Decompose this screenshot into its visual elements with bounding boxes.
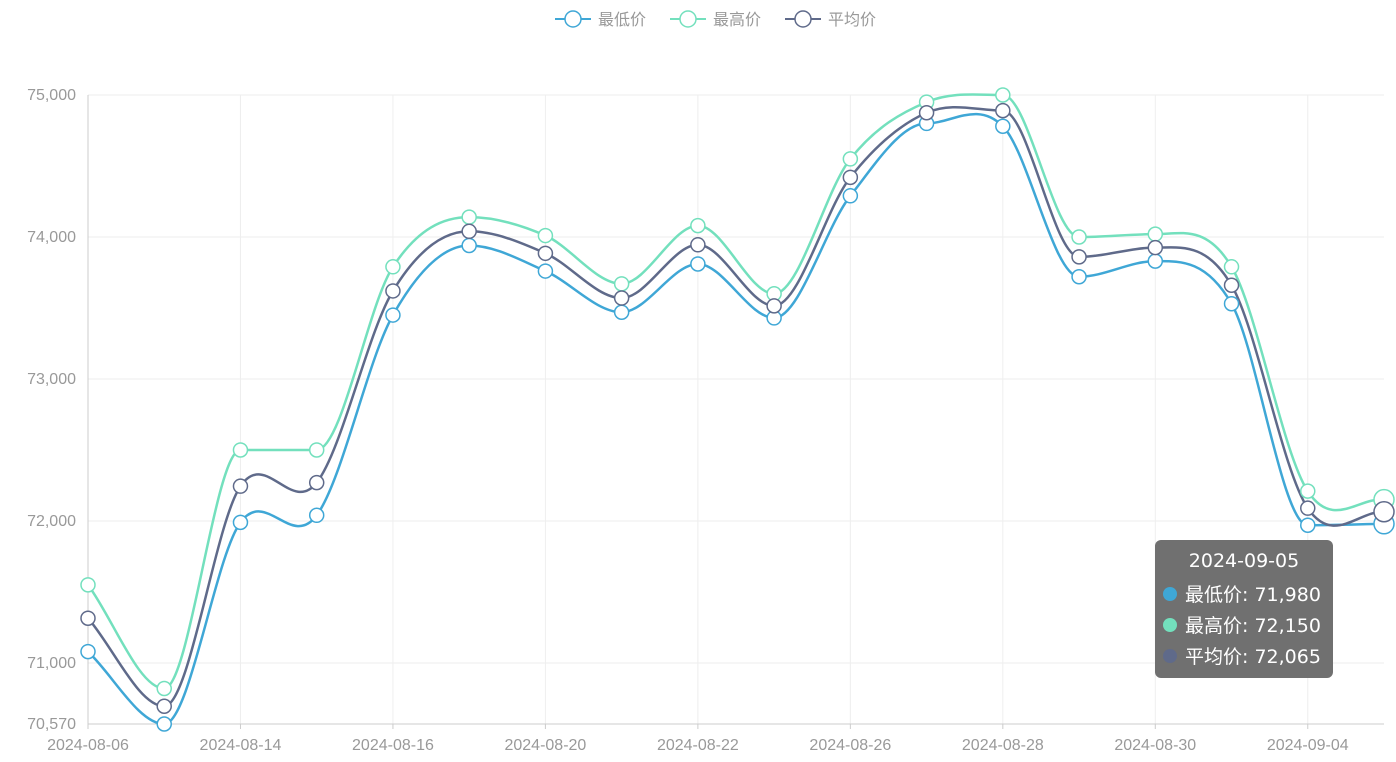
data-point-0-1[interactable] — [156, 716, 172, 732]
data-point-0-13[interactable] — [1071, 268, 1087, 285]
legend-marker — [679, 10, 697, 28]
y-tick-label: 72,000 — [27, 513, 76, 530]
data-point-2-12[interactable] — [995, 102, 1011, 119]
data-point-0-5[interactable] — [461, 237, 477, 254]
x-tick-label: 2024-08-28 — [962, 737, 1044, 754]
y-tick-label: 73,000 — [27, 371, 76, 388]
data-point-2-9[interactable] — [766, 298, 782, 314]
tooltip: 2024-09-05 最低价: 71,980 最高价: 72,150 平均价: … — [1155, 540, 1333, 678]
tooltip-label-min: 最低价: 71,980 — [1185, 584, 1321, 606]
data-point-2-2[interactable] — [232, 478, 249, 494]
data-point-2-6[interactable] — [537, 245, 554, 262]
x-tick-label: 2024-08-20 — [504, 737, 586, 754]
data-point-2-3[interactable] — [308, 474, 325, 491]
data-point-1-2[interactable] — [232, 442, 249, 458]
y-tick-label: 71,000 — [27, 655, 76, 672]
data-point-2-8[interactable] — [690, 237, 706, 253]
tooltip-label-avg: 平均价: 72,065 — [1185, 646, 1321, 668]
data-point-2-15[interactable] — [1223, 277, 1240, 294]
data-point-1-14[interactable] — [1147, 226, 1164, 242]
legend[interactable]: 最低价 最高价 平均价 — [555, 10, 876, 29]
legend-marker — [564, 10, 582, 28]
tooltip-row-avg: 平均价: 72,065 — [1163, 640, 1325, 671]
tooltip-label-max: 最高价: 72,150 — [1185, 615, 1321, 637]
data-point-0-2[interactable] — [232, 514, 249, 531]
data-point-2-10[interactable] — [842, 169, 859, 186]
legend-marker — [794, 10, 812, 28]
series-lines — [86, 93, 1385, 726]
legend-label: 最高价 — [713, 10, 761, 29]
x-tick-label: 2024-08-06 — [47, 737, 129, 754]
y-tick-label: 70,570 — [27, 716, 76, 733]
legend-label: 平均价 — [828, 10, 876, 29]
data-point-0-7[interactable] — [613, 304, 630, 320]
data-point-1-3[interactable] — [308, 442, 325, 458]
x-tick-label: 2024-08-22 — [657, 737, 739, 754]
data-point-2-0[interactable] — [80, 610, 96, 626]
data-point-0-4[interactable] — [385, 307, 401, 323]
data-point-1-0[interactable] — [80, 577, 96, 593]
data-point-2-14[interactable] — [1147, 239, 1164, 256]
data-point-1-7[interactable] — [613, 276, 630, 292]
data-point-1-5[interactable] — [461, 209, 477, 225]
tooltip-row-min: 最低价: 71,980 — [1163, 578, 1325, 609]
legend-item-0[interactable]: 最低价 — [555, 10, 646, 29]
data-point-1-16[interactable] — [1300, 483, 1316, 499]
data-point-2-13[interactable] — [1071, 249, 1087, 265]
data-point-0-10[interactable] — [842, 188, 859, 204]
y-tick-label: 74,000 — [27, 229, 76, 246]
tooltip-dot-max — [1163, 617, 1177, 632]
legend-item-2[interactable]: 平均价 — [785, 10, 876, 29]
series-points — [80, 87, 1395, 732]
data-point-1-1[interactable] — [156, 680, 172, 697]
data-point-2-17[interactable] — [1373, 500, 1395, 523]
series-line-2 — [87, 106, 1385, 708]
data-point-2-16[interactable] — [1300, 500, 1316, 516]
tooltip-title: 2024-09-05 — [1188, 550, 1300, 572]
y-tick-label: 75,000 — [27, 87, 76, 104]
data-point-1-12[interactable] — [995, 87, 1011, 103]
series-line-0 — [87, 112, 1385, 726]
y-axis: 70,570 71,000 72,000 73,000 74,000 75,000 — [27, 87, 89, 733]
tooltip-dot-min — [1163, 586, 1177, 601]
legend-item-1[interactable]: 最高价 — [670, 10, 761, 29]
data-point-1-13[interactable] — [1071, 229, 1087, 245]
tooltip-dot-avg — [1163, 648, 1177, 663]
data-point-1-6[interactable] — [537, 227, 554, 244]
data-point-0-0[interactable] — [80, 643, 96, 660]
data-point-1-8[interactable] — [690, 217, 706, 234]
data-point-1-10[interactable] — [842, 151, 859, 167]
series-line-1 — [86, 93, 1385, 690]
data-point-0-15[interactable] — [1223, 295, 1240, 312]
data-point-0-14[interactable] — [1147, 253, 1164, 269]
tooltip-row-max: 最高价: 72,150 — [1163, 609, 1325, 640]
x-tick-label: 2024-08-16 — [352, 737, 434, 754]
data-point-1-15[interactable] — [1223, 259, 1240, 275]
data-point-0-16[interactable] — [1300, 517, 1316, 533]
data-point-0-8[interactable] — [690, 256, 706, 272]
data-point-0-3[interactable] — [308, 507, 325, 524]
data-point-2-4[interactable] — [385, 283, 401, 299]
data-point-1-4[interactable] — [385, 259, 401, 275]
data-point-0-6[interactable] — [537, 263, 554, 279]
data-point-2-1[interactable] — [156, 698, 172, 715]
data-point-2-5[interactable] — [461, 223, 477, 240]
data-point-2-7[interactable] — [613, 290, 630, 306]
x-tick-label: 2024-08-14 — [200, 737, 282, 754]
x-axis: 2024-08-06 2024-08-14 2024-08-16 2024-08-20… — [47, 723, 1384, 754]
x-tick-label: 2024-08-26 — [809, 737, 891, 754]
legend-label: 最低价 — [598, 10, 646, 29]
data-point-2-11[interactable] — [918, 104, 935, 121]
data-point-0-12[interactable] — [995, 118, 1011, 134]
x-tick-label: 2024-08-30 — [1114, 737, 1196, 754]
x-tick-label: 2024-09-04 — [1267, 737, 1349, 754]
